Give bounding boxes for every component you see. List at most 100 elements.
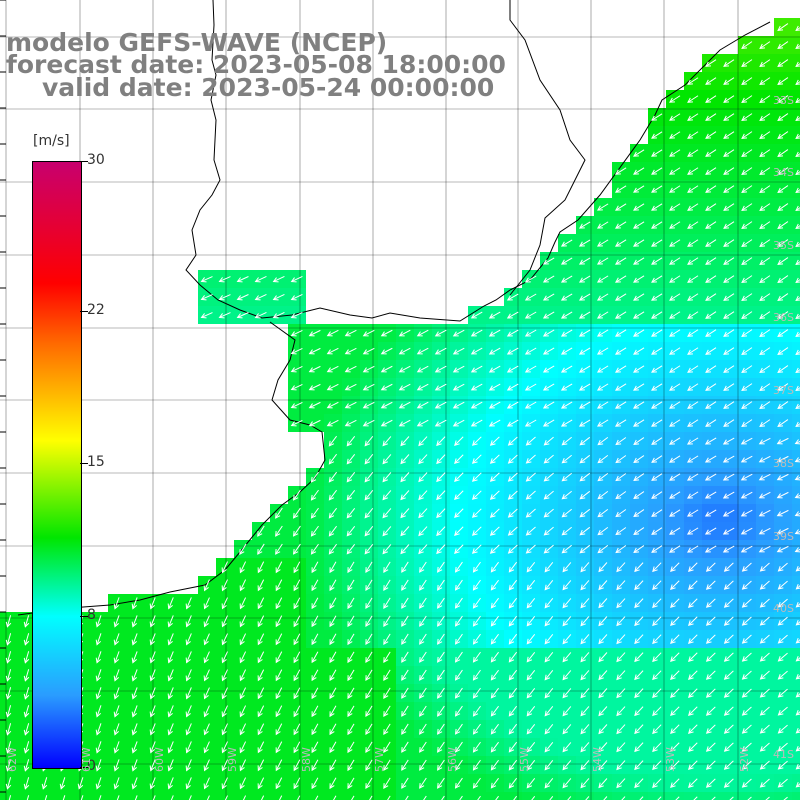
wind-arrow <box>401 597 409 609</box>
wind-arrow <box>507 454 518 464</box>
wind-arrow <box>669 419 681 427</box>
wind-arrow <box>633 527 645 536</box>
wind-arrow <box>167 723 174 736</box>
wind-arrow <box>615 203 627 211</box>
wind-arrow <box>615 419 627 427</box>
wind-arrow <box>329 705 337 718</box>
wind-arrow <box>687 77 699 85</box>
wind-arrow <box>795 115 800 122</box>
wind-arrow <box>344 383 357 391</box>
wind-arrow <box>544 760 554 771</box>
wind-arrow <box>167 741 174 754</box>
wind-arrow <box>471 526 482 536</box>
wind-arrow <box>221 687 228 700</box>
wind-arrow <box>311 615 319 628</box>
wind-arrow <box>634 688 644 699</box>
wind-cell <box>630 792 648 800</box>
wind-arrow <box>382 544 392 555</box>
wind-arrow <box>113 705 120 718</box>
wind-arrow <box>578 383 591 391</box>
wind-arrow <box>777 652 788 662</box>
wind-arrow <box>275 615 283 628</box>
wind-arrow <box>326 383 339 391</box>
wind-arrow <box>329 759 337 772</box>
wind-arrow <box>578 419 591 427</box>
wind-arrow <box>131 687 138 700</box>
wind-arrow <box>777 634 788 644</box>
wind-arrow <box>741 185 753 193</box>
wind-arrow <box>669 113 681 121</box>
wind-cell <box>792 306 800 324</box>
wind-arrow <box>634 742 644 753</box>
wind-arrow <box>508 741 518 753</box>
wind-arrow <box>596 401 609 409</box>
lon-label: 62W <box>6 747 19 772</box>
wind-arrow <box>95 777 102 790</box>
wind-arrow <box>705 778 716 788</box>
wind-arrow <box>346 525 356 537</box>
wind-arrow <box>437 759 445 771</box>
wind-arrow <box>615 509 627 518</box>
wind-arrow <box>621 796 626 800</box>
wind-arrow <box>489 544 500 554</box>
wind-arrow <box>633 473 645 482</box>
wind-arrow <box>472 705 481 717</box>
wind-arrow <box>741 257 753 265</box>
wind-arrow <box>437 669 445 681</box>
wind-arrow <box>365 687 373 700</box>
wind-arrow <box>508 759 518 771</box>
wind-arrow <box>454 472 464 483</box>
wind-arrow <box>508 651 518 663</box>
wind-arrow <box>562 652 572 663</box>
wind-arrow <box>524 383 537 391</box>
wind-arrow <box>419 759 427 771</box>
wind-arrow <box>149 669 156 682</box>
wind-arrow <box>596 203 609 211</box>
wind-arrow <box>134 795 138 800</box>
wind-arrow <box>508 669 518 681</box>
wind-arrow <box>795 43 800 50</box>
wind-arrow <box>167 615 174 628</box>
wind-cell <box>234 792 252 800</box>
wind-arrow <box>651 545 663 553</box>
wind-arrow <box>508 723 518 735</box>
wind-arrow <box>347 651 355 664</box>
wind-arrow <box>347 579 355 592</box>
wind-arrow <box>344 365 357 373</box>
wind-cell <box>648 792 666 800</box>
wind-arrow <box>705 652 716 662</box>
wind-arrow <box>380 383 393 391</box>
wind-arrow <box>723 634 734 644</box>
wind-arrow <box>723 580 734 590</box>
wind-arrow <box>633 293 645 301</box>
lon-label: 52W <box>738 747 751 772</box>
wind-cell <box>792 36 800 54</box>
wind-arrow <box>777 598 788 608</box>
wind-arrow <box>149 723 156 736</box>
wind-arrow <box>544 724 554 735</box>
wind-arrow <box>490 759 499 771</box>
wind-arrow <box>23 705 30 718</box>
wind-arrow <box>275 597 283 610</box>
wind-arrow <box>723 688 734 698</box>
wind-arrow <box>578 221 591 229</box>
wind-arrow <box>561 472 572 482</box>
wind-arrow <box>308 383 321 391</box>
wind-arrow <box>113 759 120 772</box>
wind-arrow <box>365 579 373 592</box>
wind-arrow <box>383 687 391 699</box>
wind-arrow <box>759 149 771 157</box>
wind-arrow <box>544 616 554 627</box>
wind-arrow <box>311 723 319 736</box>
wind-arrow <box>95 669 102 682</box>
wind-arrow <box>452 329 465 337</box>
wind-arrow <box>723 616 734 626</box>
wind-arrow <box>740 491 753 499</box>
wind-arrow <box>615 401 627 409</box>
wind-arrow <box>329 669 337 682</box>
wind-arrow <box>777 365 789 374</box>
wind-arrow <box>236 294 249 301</box>
wind-arrow <box>598 742 608 753</box>
wind-arrow <box>310 471 319 483</box>
